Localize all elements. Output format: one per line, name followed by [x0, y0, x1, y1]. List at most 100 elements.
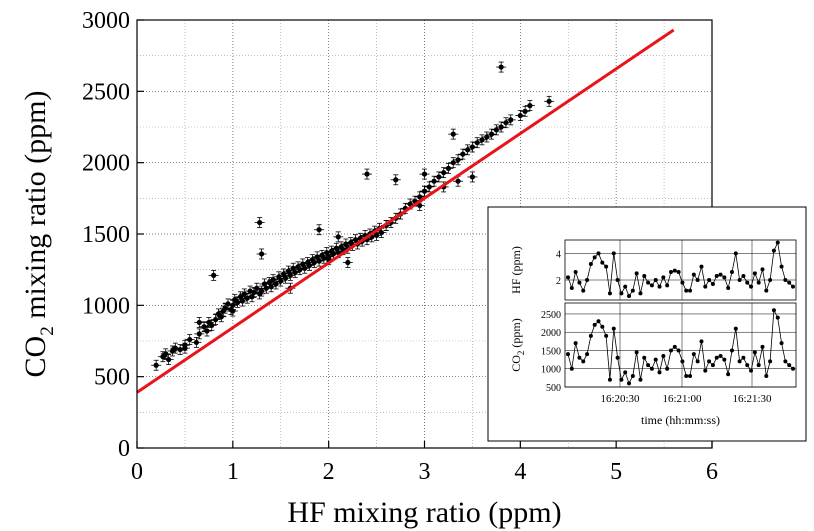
inset-y-tick-label: 1500	[541, 346, 561, 357]
inset-point	[791, 284, 795, 289]
point-marker	[498, 124, 504, 130]
data-point	[486, 128, 497, 140]
inset-point	[588, 262, 593, 266]
inset-point	[741, 274, 746, 278]
data-point	[481, 131, 492, 143]
x-tick-label: 1	[227, 459, 239, 485]
data-point	[256, 248, 267, 260]
inset-point	[585, 352, 590, 357]
inset-point	[718, 272, 723, 277]
data-point	[448, 157, 459, 169]
data-point	[419, 168, 430, 180]
point-marker	[187, 336, 193, 343]
inset-y-tick-label: 4	[556, 249, 561, 260]
inset-point	[752, 271, 757, 276]
data-point	[194, 317, 205, 328]
point-marker	[488, 131, 495, 137]
data-point	[544, 95, 555, 107]
inset-point	[783, 359, 788, 364]
inset-point	[729, 270, 734, 274]
data-point	[309, 257, 320, 268]
point-marker	[273, 281, 279, 287]
point-marker	[282, 275, 289, 281]
inset-point	[611, 326, 616, 331]
inset-point	[783, 278, 788, 282]
inset-x-tick-label: 16:21:30	[732, 393, 772, 405]
inset-point	[756, 363, 761, 368]
inset-point	[710, 363, 715, 368]
inset-point	[749, 368, 754, 373]
point-marker	[212, 317, 219, 323]
x-tick-label: 0	[131, 459, 143, 485]
data-point	[206, 319, 217, 331]
data-point	[443, 162, 454, 174]
inset-point	[745, 280, 750, 285]
inset-y-tick-label: 2	[556, 276, 561, 287]
data-point	[467, 141, 478, 153]
point-marker	[249, 294, 255, 300]
point-marker	[182, 345, 188, 351]
inset-point	[596, 251, 601, 256]
inset-point	[703, 368, 708, 373]
inset-point	[771, 308, 776, 313]
inset-background	[487, 206, 807, 442]
y-tick-label: 1500	[82, 222, 130, 248]
point-marker	[450, 160, 456, 166]
inset-point	[737, 278, 742, 282]
y-tick-label: 500	[94, 365, 130, 391]
data-point	[256, 285, 267, 297]
point-marker	[508, 117, 514, 123]
point-marker	[209, 322, 215, 328]
data-point	[208, 269, 219, 281]
point-marker	[258, 288, 265, 294]
inset-point	[691, 272, 696, 277]
inset-y-tick-label: 2500	[541, 310, 561, 321]
data-point	[314, 224, 325, 236]
inset-point	[627, 294, 632, 298]
data-point	[500, 117, 511, 129]
point-marker	[393, 177, 399, 183]
inset-point	[649, 283, 654, 288]
inset-point	[646, 280, 651, 285]
x-tick-label: 3	[419, 459, 431, 485]
inset-point	[684, 288, 689, 293]
inset-point	[787, 363, 792, 368]
point-marker	[276, 274, 282, 280]
data-point	[285, 269, 296, 281]
point-marker	[254, 285, 260, 291]
point-marker	[287, 272, 293, 278]
data-point	[462, 144, 473, 156]
point-marker	[316, 258, 322, 264]
point-marker	[426, 184, 432, 190]
data-point	[304, 259, 315, 271]
inset-point	[661, 353, 666, 358]
inset-point	[779, 264, 784, 269]
inset-point	[726, 286, 731, 290]
point-marker	[421, 188, 428, 194]
inset-point	[581, 359, 586, 364]
data-point	[505, 114, 516, 126]
inset-point	[665, 366, 670, 371]
main-x-axis-label: HF mixing ratio (ppm)	[287, 496, 561, 529]
x-tick-label: 5	[610, 459, 622, 485]
data-point	[424, 181, 435, 193]
point-marker	[455, 178, 461, 184]
point-marker	[417, 202, 423, 209]
inset-point	[585, 278, 590, 282]
inset-point	[668, 348, 673, 353]
inset-point	[573, 270, 578, 274]
main-fit-line-layer	[136, 28, 675, 394]
inset-point	[764, 288, 769, 293]
inset-point	[699, 339, 704, 344]
inset-y-tick-label: 2000	[541, 328, 561, 339]
data-point	[268, 274, 279, 286]
data-point	[429, 175, 440, 187]
data-point	[254, 217, 265, 228]
y-tick-label: 0	[118, 436, 130, 462]
point-marker	[193, 339, 200, 346]
point-marker	[241, 291, 247, 297]
inset-point	[684, 374, 689, 379]
main-y-axis-label-rest: mixing ratio (ppm)	[19, 91, 52, 327]
